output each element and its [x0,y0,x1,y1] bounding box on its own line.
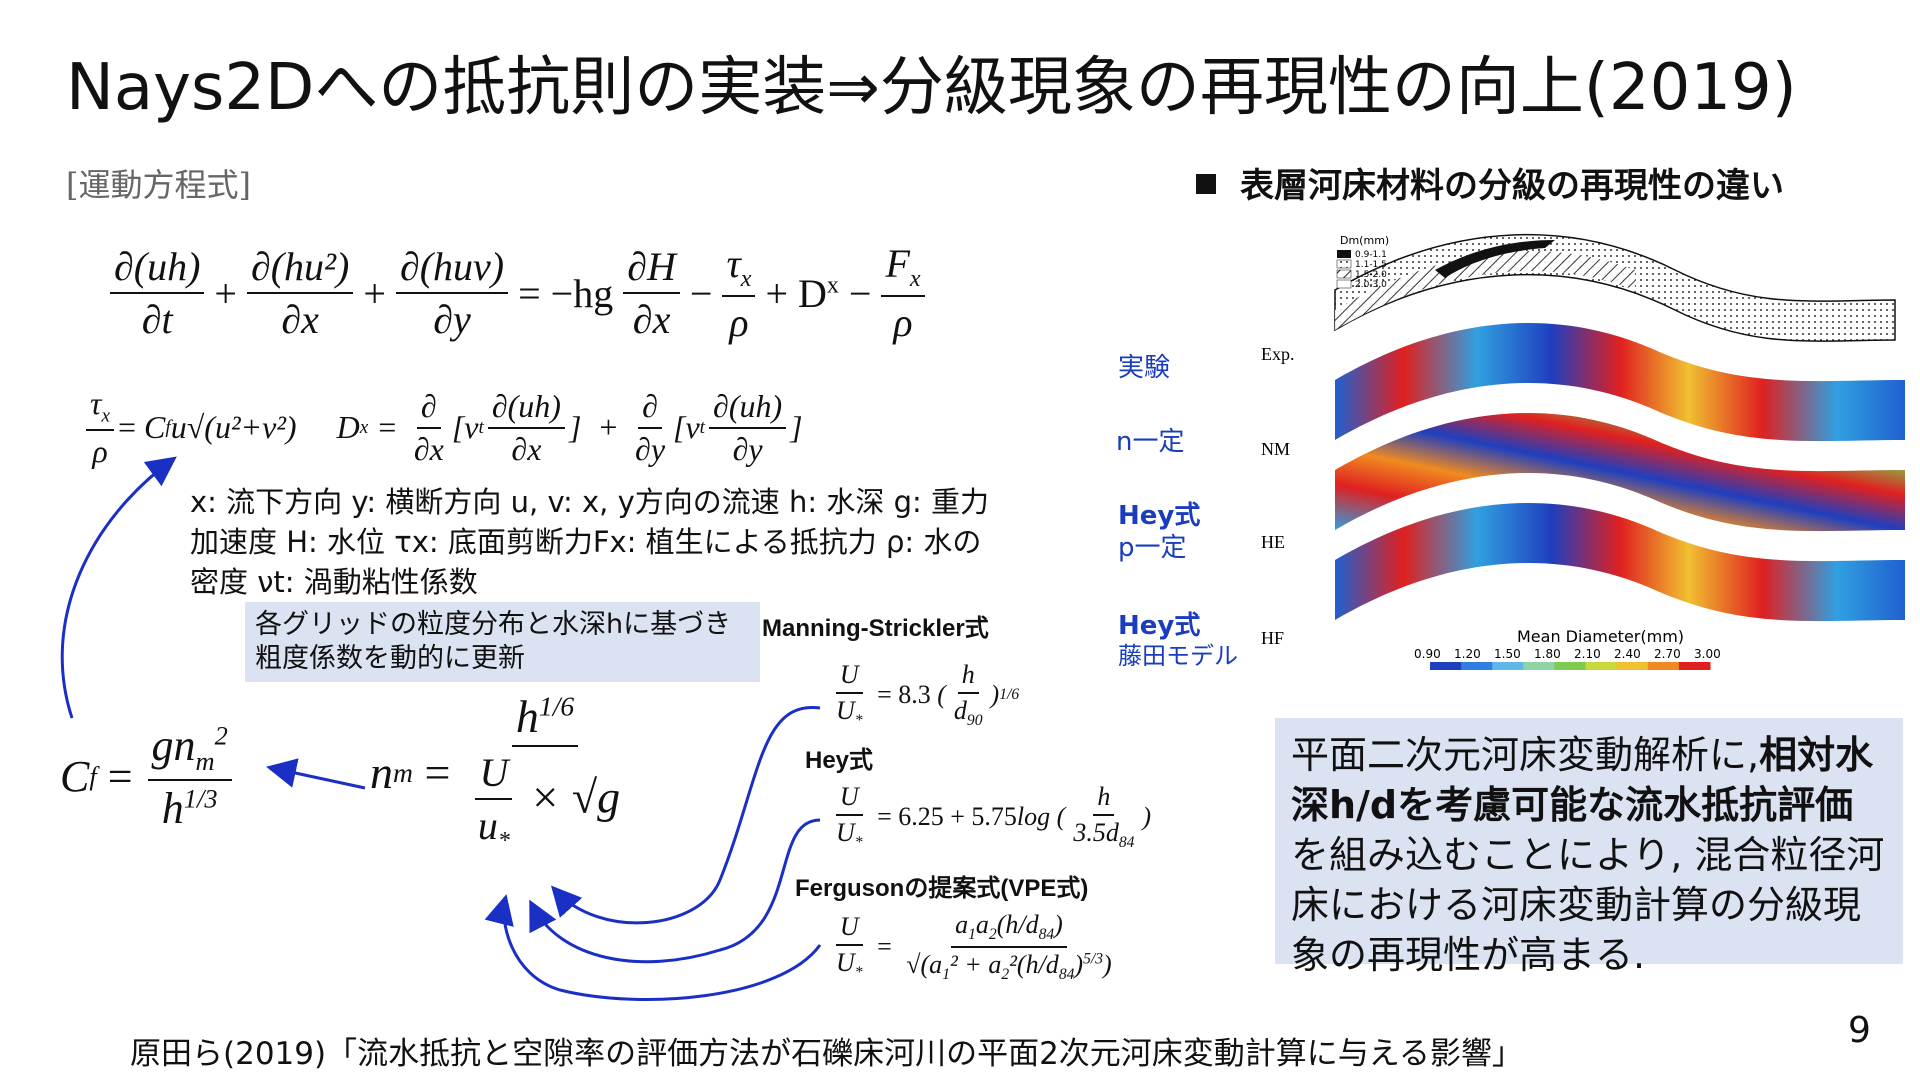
colorbar-tick-label: 3.00 [1694,647,1721,661]
colorbar-segment [1461,662,1493,670]
ferguson-label: Fergusonの提案式(VPE式) [795,875,1089,902]
legend-top-item: 1.5-2.0 [1355,270,1387,280]
colorbar-segment [1616,662,1649,670]
label-hey-p-1: Hey式 [1118,501,1201,531]
colorbar-tick-label: 2.40 [1614,647,1641,661]
page-number: 9 [1848,1010,1871,1051]
hey-label: Hey式 [805,747,874,774]
ferguson-equation: U U* = a1a2(h/d84) √(a1² + a2²(h/d84)5/3) [835,910,1112,984]
colorbar-tick-label: 1.50 [1494,647,1521,661]
summary-part-1: 平面二次元河床変動解析に, [1291,733,1760,777]
right-panel-title: 表層河床材料の分級の再現性の違い [1196,158,1784,207]
row-code-hf: HF [1261,628,1284,648]
colorbar-tick-label: 2.70 [1654,647,1681,661]
right-panel-title-text: 表層河床材料の分級の再現性の違い [1240,166,1784,206]
summary-part-3: を組み込むことにより, 混合粒径河床における河床変動計算の分級現象の再現性が高ま… [1291,833,1885,977]
summary-box: 平面二次元河床変動解析に,相対水深h/dを考慮可能な流水抵抗評価を組み込むことに… [1275,718,1903,977]
label-hey-f-2: 藤田モデル [1118,642,1238,670]
label-hey-p-2: p一定 [1118,533,1187,563]
manning-label: Manning-Strickler式 [762,615,989,642]
colorbar-segment [1647,662,1680,670]
colorbar-segment [1585,662,1618,670]
colorbar-segment [1430,662,1462,670]
hey-coef-a: 6.25 [898,802,944,832]
manning-equation: U U* = 8.3 (h d90) 1/6 [835,660,1020,730]
legend-top-title: Dm(mm) [1340,234,1389,247]
colorbar-segment [1492,662,1524,670]
colorbar-segment [1554,662,1587,670]
colorbar-segment [1678,662,1711,670]
legend-top-item: 0.9-1.1 [1355,250,1387,260]
hey-equation: U U* = 6.25 + 5.75 log (h 3.5d84) [835,782,1152,852]
colorbar-tick-label: 2.10 [1574,647,1601,661]
riverbed-figure: Dm(mm) 0.9-1.1 1.1-1.5 1.5-2.0 2.0-3.0 E… [1261,233,1905,670]
square-bullet-icon [1196,173,1216,194]
legend-top-item: 2.0-3.0 [1355,280,1387,290]
reference-footer: 原田ら(2019)「流水抵抗と空隙率の評価方法が石礫床河川の平面2次元河床変動計… [130,1036,1523,1072]
row-code-nm: NM [1261,439,1290,459]
summary-part-2: 相対水深h/dを考慮可能な流水抵抗評価 [1291,733,1874,827]
colorbar-tick-label: 1.80 [1534,647,1561,661]
manning-coef: 8.3 [898,680,931,710]
legend-top-item: 1.1-1.5 [1355,260,1387,270]
colorbar-title: Mean Diameter(mm) [1517,627,1684,646]
row-code-he: HE [1261,532,1285,552]
label-experiment: 実験 [1118,353,1171,383]
colorbar-segment [1523,662,1555,670]
momentum-equation: ∂(uh) ∂t + ∂(hu²) ∂x + ∂(huv) ∂y = −hg ∂H ∂x… [106,240,929,346]
colorbar-tick-label: 1.20 [1454,647,1481,661]
slide-title: Nays2Dへの抵抗則の実装⇒分級現象の再現性の向上(2019) [66,51,1797,125]
equation-section-label: [運動方程式] [66,166,251,204]
row-code-exp: Exp. [1261,344,1295,364]
hey-coef-b: 5.75 [971,802,1017,832]
label-hey-f-1: Hey式 [1118,611,1201,641]
roughness-update-callout: 各グリッドの粒度分布と水深hに基づき粗度係数を動的に更新 [245,602,760,682]
variable-description: x: 流下方向 y: 横断方向 u, v: x, y方向の流速 h: 水深 g:… [190,485,989,599]
label-n-const: n一定 [1116,427,1185,457]
colorbar-tick-label: 0.90 [1414,647,1441,661]
